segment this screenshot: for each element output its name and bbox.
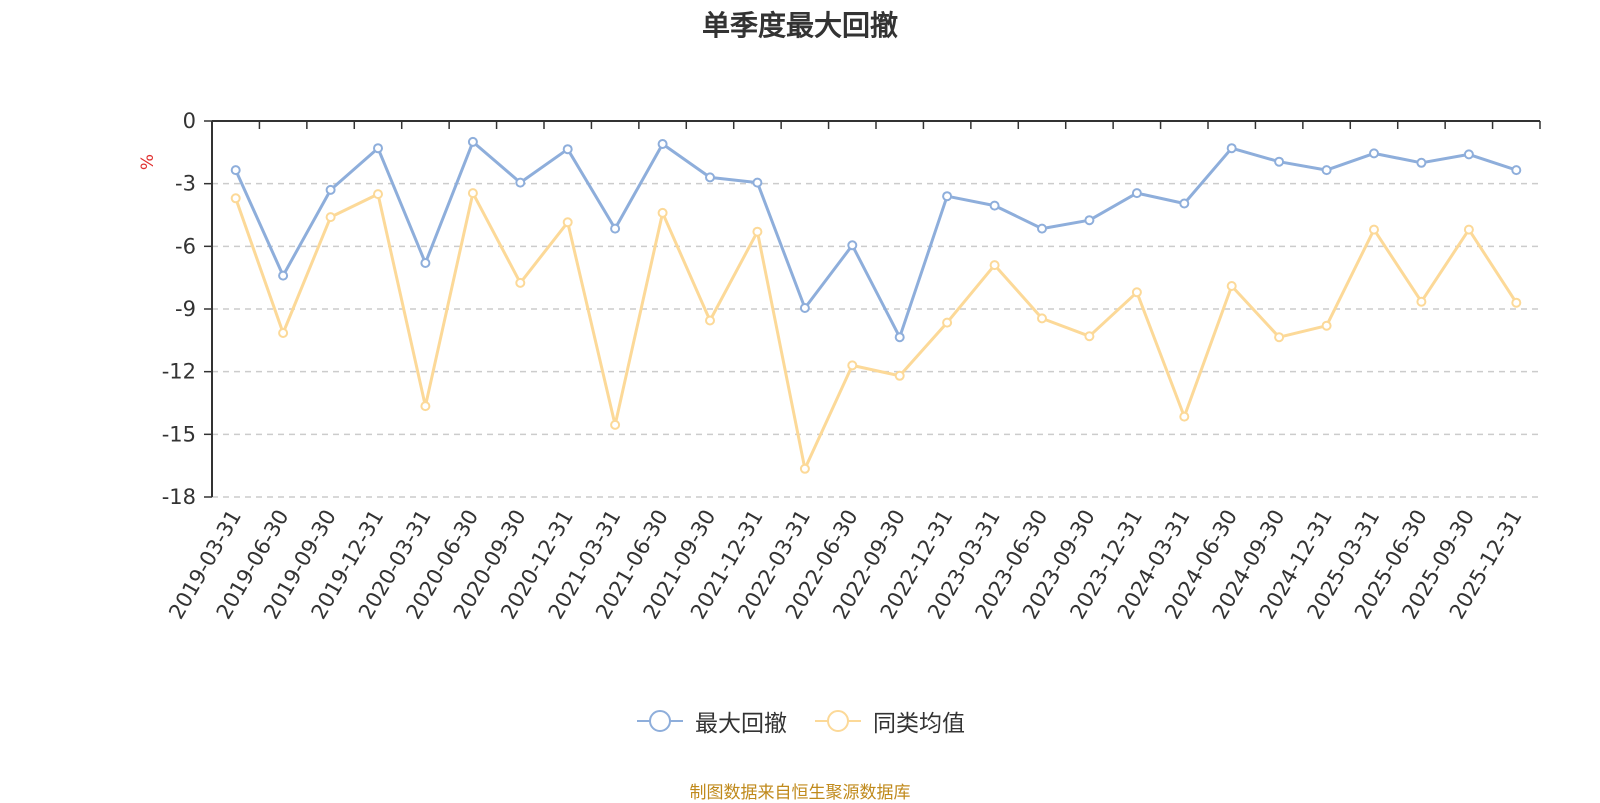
data-point	[278, 270, 289, 281]
data-point	[1226, 143, 1237, 154]
data-point	[657, 207, 668, 218]
data-point	[989, 200, 1000, 211]
data-point	[1037, 313, 1047, 324]
chart-title: 单季度最大回撤	[701, 9, 898, 42]
data-point	[705, 172, 715, 183]
data-point	[562, 144, 573, 155]
data-point	[1084, 215, 1095, 226]
y-tick-label: -9	[175, 297, 196, 321]
data-point	[1084, 331, 1095, 342]
data-point	[1321, 320, 1332, 331]
data-point	[1463, 224, 1474, 235]
legend-label: 最大回撤	[695, 711, 787, 737]
y-tick-label: -3	[175, 172, 196, 196]
y-axis-unit-label: %	[138, 154, 158, 170]
legend-item-max-drawdown[interactable]: 最大回撤	[635, 704, 787, 738]
y-tick-label: 0	[183, 109, 196, 133]
data-point	[799, 463, 810, 474]
data-point	[1131, 287, 1142, 298]
data-point	[752, 226, 763, 237]
data-point	[705, 315, 715, 326]
legend-item-category-average[interactable]: 同类均值	[813, 704, 965, 738]
legend-line-circle-icon	[815, 710, 861, 732]
series-line	[234, 191, 1518, 471]
data-point	[1226, 281, 1237, 291]
data-point	[942, 317, 953, 328]
data-point	[799, 303, 810, 313]
data-point	[467, 188, 478, 199]
series-lines	[234, 140, 1518, 471]
y-tick-label: -15	[162, 422, 196, 446]
data-point	[1321, 165, 1332, 176]
data-point	[1037, 223, 1047, 234]
data-point	[894, 332, 905, 343]
data-point	[1416, 157, 1427, 168]
series-points	[230, 136, 1522, 474]
data-point	[515, 177, 526, 188]
data-point	[1369, 224, 1379, 235]
data-point	[1511, 165, 1522, 176]
tick-labels: 0-3-6-9-12-15-182019-03-312019-06-302019…	[162, 109, 1527, 623]
data-point	[894, 370, 905, 381]
data-point	[467, 136, 478, 147]
data-point	[1416, 296, 1427, 307]
y-tick-label: -18	[162, 485, 196, 509]
data-point	[610, 419, 621, 430]
data-point	[278, 328, 289, 338]
data-point	[1179, 411, 1190, 422]
data-point	[1369, 148, 1379, 159]
legend-label: 同类均值	[873, 711, 965, 737]
data-point	[657, 139, 668, 149]
data-point	[847, 240, 858, 251]
data-point	[325, 212, 336, 223]
data-point	[752, 177, 763, 188]
axes	[204, 120, 1541, 498]
legend-line-circle-icon	[637, 710, 683, 732]
data-point	[847, 360, 858, 371]
series-line	[234, 140, 1517, 339]
data-point	[610, 223, 621, 234]
data-point	[1274, 156, 1285, 167]
data-point	[230, 193, 241, 204]
data-point	[373, 189, 383, 200]
y-tick-label: -6	[175, 234, 196, 258]
data-point	[1274, 332, 1285, 343]
data-point	[562, 217, 573, 228]
source-note: 制图数据来自恒生聚源数据库	[689, 783, 911, 803]
data-point	[515, 277, 526, 288]
data-point	[1131, 188, 1142, 199]
legend: 最大回撤 同类均值	[0, 704, 1600, 738]
data-point	[420, 258, 431, 268]
data-point	[1179, 198, 1190, 209]
data-point	[373, 143, 383, 154]
data-point	[325, 184, 336, 195]
data-point	[942, 191, 953, 202]
y-tick-label: -12	[162, 360, 196, 384]
data-point	[420, 401, 431, 412]
data-point	[1511, 297, 1522, 308]
data-point	[1463, 149, 1474, 160]
data-point	[230, 165, 241, 176]
data-point	[989, 260, 1000, 271]
